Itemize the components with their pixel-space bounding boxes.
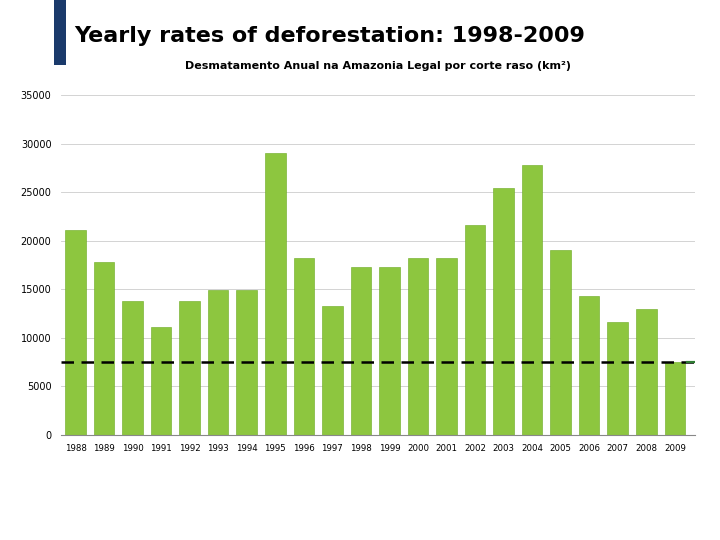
Bar [150,327,171,435]
Bar [636,309,657,435]
Bar [236,290,257,435]
Bar [94,262,114,435]
Bar [522,165,542,435]
Bar [208,290,228,435]
Bar [179,301,200,435]
Bar [608,322,628,435]
Title: Desmatamento Anual na Amazonia Legal por corte raso (km²): Desmatamento Anual na Amazonia Legal por… [185,60,571,71]
Bar [379,267,400,435]
Bar [351,267,371,435]
Bar [122,301,143,435]
Bar [550,250,571,435]
Bar [322,306,343,435]
Text: Smallest yearly increase since the 1970s: Smallest yearly increase since the 1970s [153,484,603,504]
Bar [294,259,314,435]
Bar [579,296,600,435]
Bar [665,362,685,435]
Text: Yearly rates of deforestation: 1998-2009: Yearly rates of deforestation: 1998-2009 [74,25,585,46]
Bar [493,188,514,435]
Bar [436,259,456,435]
Bar [265,153,286,435]
Bar [408,258,428,435]
Bar [465,225,485,435]
Bar [54,0,66,65]
Bar [66,231,86,435]
